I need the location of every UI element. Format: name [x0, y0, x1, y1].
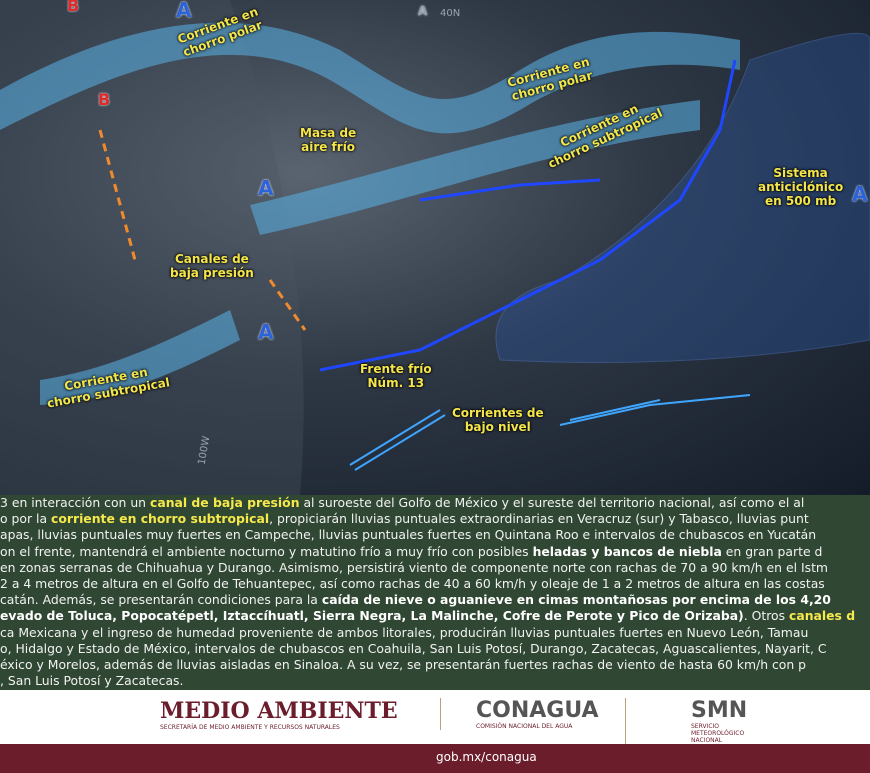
text-segment: on el frente, mantendrá el ambiente noct…	[0, 543, 533, 559]
footer-bar: gob.mx/conagua	[0, 744, 870, 773]
map-label: Corrientes de bajo nivel	[452, 406, 544, 434]
text-segment: catán. Además, se presentarán condicione…	[0, 592, 322, 608]
text-line: 3 en interacción con un canal de baja pr…	[0, 495, 870, 511]
url: gob.mx/conagua	[436, 750, 537, 764]
text-line: catán. Además, se presentarán condicione…	[0, 592, 870, 608]
highlight: corriente en chorro subtropical	[50, 511, 270, 527]
text-segment: , propiciarán lluvias puntuales extraord…	[269, 511, 809, 527]
map-overlay	[0, 0, 870, 495]
high-pressure: A	[258, 176, 274, 200]
text-line: apas, lluvias puntuales muy fuertes en C…	[0, 527, 870, 543]
text-segment: ca Mexicana y el ingreso de humedad prov…	[0, 624, 809, 640]
text-segment: o por la	[0, 511, 51, 527]
highlight: canal de baja presión	[149, 495, 300, 510]
text-segment: . Otros	[743, 608, 790, 624]
text-segment: en gran parte d	[721, 543, 823, 559]
low-pressure: B	[67, 0, 80, 15]
satellite-map: Corriente en chorro polar Corriente en c…	[0, 0, 870, 495]
grid-label: 40N	[440, 8, 461, 19]
conagua-logo: CONAGUA COMISIÓN NACIONAL DEL AGUA	[440, 698, 599, 730]
footer: MEDIO AMBIENTE SECRETARÍA DE MEDIO AMBIE…	[0, 690, 870, 773]
high-pressure: A	[258, 320, 274, 344]
highlight: caída de nieve o aguanieve en cimas mont…	[321, 592, 831, 608]
text-segment: éxico y Morelos, además de lluvias aisla…	[0, 657, 807, 673]
low-pressure: B	[98, 90, 111, 109]
text-line: o por la corriente en chorro subtropical…	[0, 511, 870, 527]
text-line: on el frente, mantendrá el ambiente noct…	[0, 544, 870, 560]
text-segment: , San Luis Potosí y Zacatecas.	[0, 673, 184, 689]
text-line: ca Mexicana y el ingreso de humedad prov…	[0, 625, 870, 641]
map-label: Masa de aire frío	[300, 126, 357, 154]
text-line: , San Luis Potosí y Zacatecas.	[0, 673, 870, 689]
text-line: evado de Toluca, Popocatépetl, Iztaccíhu…	[0, 608, 870, 624]
text-line: en zonas serranas de Chihuahua y Durango…	[0, 560, 870, 576]
logo-title: SMN	[691, 698, 748, 723]
text-segment: apas, lluvias puntuales muy fuertes en C…	[0, 527, 817, 543]
text-segment: 2 a 4 metros de altura en el Golfo de Te…	[0, 576, 825, 592]
text-segment: al suroeste del Golfo de México y el sur…	[299, 495, 805, 510]
highlight: canales d	[789, 608, 856, 624]
high-pressure: A	[176, 0, 192, 22]
logo-subtitle: COMISIÓN NACIONAL DEL AGUA	[476, 723, 573, 730]
map-label: Frente frío Núm. 13	[360, 362, 432, 390]
text-segment: en zonas serranas de Chihuahua y Durango…	[0, 559, 829, 575]
high-pressure: A	[418, 4, 428, 18]
text-segment: o, Hidalgo y Estado de México, intervalo…	[0, 640, 827, 656]
smn-logo: SMN SERVICIO METEOROLÓGICO NACIONAL	[625, 698, 747, 744]
highlight: evado de Toluca, Popocatépetl, Iztaccíhu…	[0, 608, 744, 624]
text-line: o, Hidalgo y Estado de México, intervalo…	[0, 641, 870, 657]
highlight: heladas y bancos de niebla	[532, 543, 722, 559]
forecast-text: 3 en interacción con un canal de baja pr…	[0, 495, 870, 690]
text-segment: 3 en interacción con un	[0, 495, 150, 510]
text-line: 2 a 4 metros de altura en el Golfo de Te…	[0, 576, 870, 592]
logo-title: CONAGUA	[476, 698, 599, 723]
map-label: Sistema anticiclónico en 500 mb	[758, 166, 844, 208]
logo-subtitle: SECRETARÍA DE MEDIO AMBIENTE Y RECURSOS …	[160, 724, 340, 731]
logo-subtitle: SERVICIO METEOROLÓGICO NACIONAL	[691, 723, 745, 744]
map-label: Canales de baja presión	[170, 252, 254, 280]
high-pressure: A	[852, 182, 868, 206]
text-line: éxico y Morelos, además de lluvias aisla…	[0, 657, 870, 673]
logo-title: MEDIO AMBIENTE	[160, 698, 398, 724]
semarnat-logo: MEDIO AMBIENTE SECRETARÍA DE MEDIO AMBIE…	[120, 698, 398, 731]
